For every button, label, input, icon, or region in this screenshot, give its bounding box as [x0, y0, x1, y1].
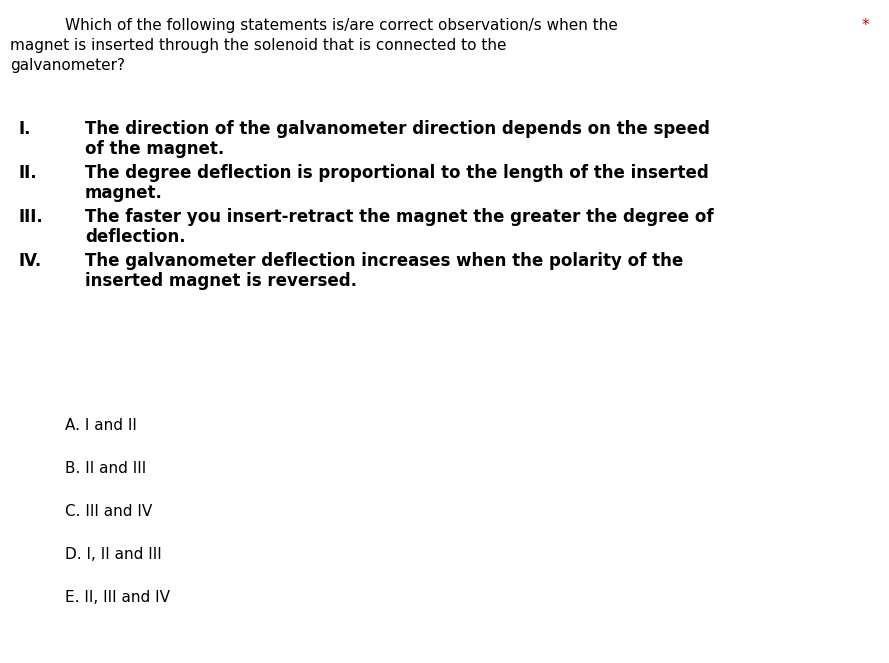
Text: IV.: IV. [18, 252, 41, 270]
Text: III.: III. [18, 208, 43, 226]
Text: of the magnet.: of the magnet. [85, 140, 224, 158]
Text: I.: I. [18, 120, 30, 138]
Text: E. II, III and IV: E. II, III and IV [65, 590, 170, 605]
Text: The faster you insert-retract the magnet the greater the degree of: The faster you insert-retract the magnet… [85, 208, 714, 226]
Text: magnet.: magnet. [85, 184, 163, 202]
Text: B. II and III: B. II and III [65, 461, 147, 476]
Text: The direction of the galvanometer direction depends on the speed: The direction of the galvanometer direct… [85, 120, 710, 138]
Text: *: * [862, 18, 869, 33]
Text: deflection.: deflection. [85, 228, 186, 246]
Text: Which of the following statements is/are correct observation/s when the: Which of the following statements is/are… [65, 18, 618, 33]
Text: The degree deflection is proportional to the length of the inserted: The degree deflection is proportional to… [85, 164, 709, 182]
Text: D. I, II and III: D. I, II and III [65, 547, 162, 562]
Text: inserted magnet is reversed.: inserted magnet is reversed. [85, 272, 357, 290]
Text: magnet is inserted through the solenoid that is connected to the: magnet is inserted through the solenoid … [10, 38, 507, 53]
Text: The galvanometer deflection increases when the polarity of the: The galvanometer deflection increases wh… [85, 252, 684, 270]
Text: C. III and IV: C. III and IV [65, 504, 152, 519]
Text: galvanometer?: galvanometer? [10, 58, 125, 73]
Text: II.: II. [18, 164, 36, 182]
Text: A. I and II: A. I and II [65, 418, 137, 433]
